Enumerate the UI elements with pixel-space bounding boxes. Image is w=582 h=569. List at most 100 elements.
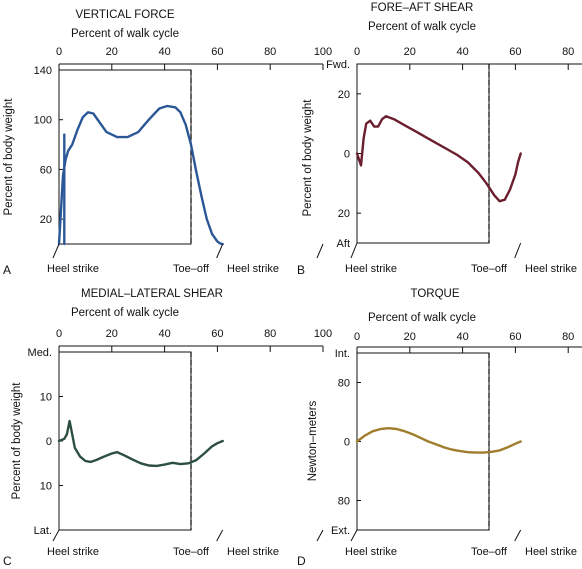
panel-b-x-tick-label: 0	[354, 46, 360, 58]
panel-c-heel-strike-end-label: Heel strike	[227, 546, 279, 558]
panel-b-heel-strike-end-label: Heel strike	[525, 263, 577, 275]
panel-b-y-tick-label: Aft	[337, 238, 350, 250]
panel-b: FORE–AFT SHEAR Percent of walk cycle 0 20…	[297, 2, 582, 277]
panel-c-event-markers	[52, 529, 324, 542]
panel-c-toe-off-label: Toe–off	[173, 546, 210, 558]
panel-b-curve	[355, 114, 522, 203]
panel-d-toe-off-label: Toe–off	[471, 546, 508, 558]
panel-a-curve-line	[57, 104, 224, 246]
panel-c-y-tick-label: Lat.	[34, 525, 52, 537]
panel-a-heel-strike-start-label: Heel strike	[47, 263, 99, 275]
panel-c-x-tick-label: 20	[106, 328, 118, 340]
panel-a-ylabel: Percent of body weight	[3, 98, 15, 216]
panel-c-toe-off-marker	[216, 529, 224, 542]
panel-d-y-tick-label: Ext.	[331, 525, 350, 537]
panel-d-heel-strike-end-label: Heel strike	[525, 546, 577, 558]
panel-d-x-tick-label: 0	[354, 331, 360, 343]
panel-d-xlabel: Percent of walk cycle	[368, 312, 476, 324]
panel-c-x-ticks: 0 20 40 60 80 100	[56, 328, 332, 352]
panel-c-y-ticks: Med. 10 0 10 Lat.	[28, 347, 63, 537]
panel-c-xlabel: Percent of walk cycle	[71, 307, 179, 319]
panel-a-y-ticks: 140 100 60 20	[34, 65, 63, 226]
panel-b-toe-off-label: Toe–off	[471, 263, 508, 275]
panel-d-ylabel: Newton–meters	[307, 400, 319, 481]
panel-c-heel-strike-start-marker	[52, 529, 60, 542]
panel-b-ylabel: Percent of body weight	[302, 99, 314, 217]
panel-d-y-ticks: Int. 80 0 80 Ext.	[331, 348, 361, 537]
panel-c-plot-frame	[58, 351, 192, 531]
panel-c-letter: C	[3, 554, 12, 568]
panel-d-y-tick-label: 80	[338, 496, 350, 508]
panel-d-y-tick-label: Int.	[335, 348, 350, 360]
panel-a-x-ticks: 0 20 40 60 80 100	[56, 46, 332, 70]
panel-c-ylabel: Percent of body weight	[11, 382, 23, 500]
panel-b-heel-strike-start-label: Heel strike	[345, 263, 397, 275]
panel-d-curve-line	[355, 427, 522, 454]
panel-a-heel-strike-end-marker	[316, 243, 324, 259]
panel-d-heel-strike-start-label: Heel strike	[345, 546, 397, 558]
panel-c-y-tick-label: 10	[40, 392, 52, 404]
panel-a-x-tick-label: 60	[211, 46, 223, 58]
panel-a-x-tick-label: 80	[264, 46, 276, 58]
panel-c: MEDIAL–LATERAL SHEAR Percent of walk cyc…	[3, 288, 332, 568]
panel-c-x-tick-label: 40	[158, 328, 170, 340]
panel-a-x-tick-label: 0	[56, 46, 62, 58]
panel-c-curve	[57, 419, 224, 468]
panel-a-letter: A	[3, 263, 11, 277]
panel-a-x-tick-label: 20	[106, 46, 118, 58]
panel-b-y-tick-label: 0	[344, 149, 350, 161]
panel-a-toe-off-label: Toe–off	[173, 263, 210, 275]
panel-b-toe-off-marker	[514, 242, 522, 259]
panel-d-title: TORQUE	[411, 288, 460, 300]
panel-a-title: VERTICAL FORCE	[75, 9, 174, 21]
panel-c-x-tick-label: 60	[211, 328, 223, 340]
panel-d-y-tick-label: 80	[338, 378, 350, 390]
panel-a-curve	[57, 104, 224, 246]
panel-a: VERTICAL FORCE Percent of walk cycle 0 20…	[3, 9, 332, 277]
panel-b-y-ticks: Fwd. 20 0 20 Aft	[326, 59, 361, 250]
panel-c-heel-strike-start-label: Heel strike	[47, 546, 99, 558]
panel-a-x-tick-label: 100	[314, 46, 332, 58]
panel-c-x-tick-label: 80	[264, 328, 276, 340]
panel-c-heel-strike-end-marker	[316, 529, 324, 542]
panel-a-toe-off-marker	[216, 243, 224, 259]
panel-b-xlabel: Percent of walk cycle	[368, 21, 476, 33]
panel-b-title: FORE–AFT SHEAR	[371, 2, 474, 14]
panel-c-title: MEDIAL–LATERAL SHEAR	[81, 288, 223, 300]
panel-b-x-tick-label: 20	[404, 46, 416, 58]
panel-d-event-markers	[350, 529, 522, 542]
panel-a-x-tick-label: 40	[158, 46, 170, 58]
panel-b-x-tick-label: 60	[509, 46, 521, 58]
panel-d-x-tick-label: 60	[509, 331, 521, 343]
panel-a-event-markers	[52, 243, 324, 259]
panel-d-plot-frame	[356, 352, 490, 531]
panel-c-y-tick-label: 10	[40, 481, 52, 493]
panel-d-y-tick-label: 0	[344, 437, 350, 449]
panel-a-y-tick-label: 60	[40, 164, 52, 176]
panel-a-plot-frame	[58, 69, 192, 245]
panel-b-y-tick-label: Fwd.	[326, 59, 350, 71]
panel-b-letter: B	[297, 263, 305, 277]
panel-d-x-tick-label: 20	[404, 331, 416, 343]
panel-b-heel-strike-start-marker	[350, 242, 358, 259]
panel-d-x-tick-label: 40	[456, 331, 468, 343]
panel-d-toe-off-marker	[514, 529, 522, 542]
panel-c-y-tick-label: Med.	[28, 347, 52, 359]
panel-b-y-tick-label: 20	[338, 208, 350, 220]
panel-d-curve	[355, 427, 522, 454]
panel-b-event-markers	[350, 242, 522, 259]
panel-b-plot-frame	[356, 63, 490, 244]
panel-b-curve-line	[355, 114, 522, 203]
panel-d-heel-strike-start-marker	[350, 529, 358, 542]
panel-b-y-tick-label: 20	[338, 89, 350, 101]
panel-a-heel-strike-start-marker	[52, 243, 60, 259]
panel-c-y-tick-label: 0	[46, 436, 52, 448]
panel-a-y-tick-label: 140	[34, 65, 52, 77]
panel-b-x-tick-label: 80	[562, 46, 574, 58]
panel-d-x-tick-label: 80	[562, 331, 574, 343]
panel-a-y-tick-label: 100	[34, 115, 52, 127]
panel-b-x-tick-label: 40	[456, 46, 468, 58]
